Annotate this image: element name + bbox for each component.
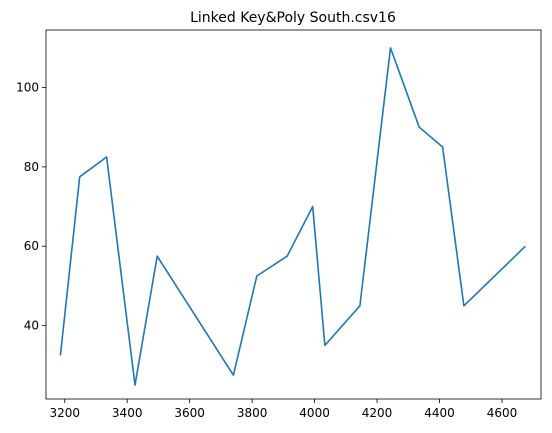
axes-frame [45,29,542,400]
x-tick-label: 3200 [49,406,80,420]
x-tick-label: 3800 [237,406,268,420]
y-tick-label: 80 [24,160,39,174]
y-axis: 40 60 80 100 [16,81,46,333]
x-tick-label: 4400 [424,406,455,420]
y-tick-label: 100 [16,81,39,95]
x-tick-label: 3600 [174,406,205,420]
x-tick-label: 4600 [487,406,518,420]
x-tick-label: 3400 [112,406,143,420]
x-tick-label: 4200 [362,406,393,420]
plot-lines [59,47,526,386]
x-tick-label: 4000 [299,406,330,420]
chart-title: Linked Key&Poly South.csv16 [190,10,396,26]
y-tick-label: 60 [24,239,39,253]
x-axis: 3200 3400 3600 3800 4000 4200 4400 4600 [49,399,517,420]
series-line-0 [59,47,526,386]
y-tick-label: 40 [24,319,39,333]
